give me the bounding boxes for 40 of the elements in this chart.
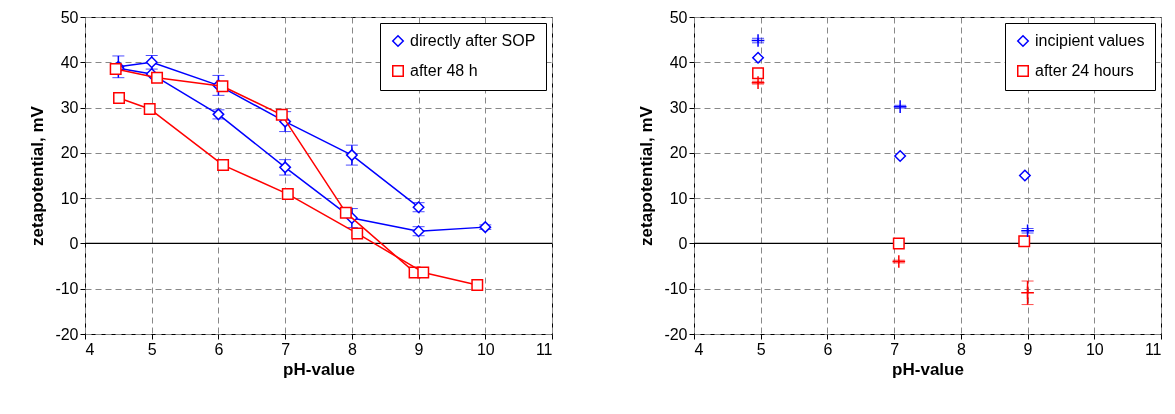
y-tick-label: -10 — [55, 280, 79, 298]
y-tick-label: 40 — [60, 53, 79, 71]
y-tick-label: 30 — [669, 99, 688, 117]
legend-label: after 24 hours — [1035, 62, 1134, 79]
y-tick-label: 0 — [69, 234, 79, 252]
x-tick-label: 5 — [147, 340, 157, 358]
x-tick-label: 11 — [535, 340, 553, 358]
y-tick-label: -20 — [55, 325, 79, 343]
y-tick-label: 20 — [669, 144, 688, 162]
y-tick-label: 10 — [60, 189, 79, 207]
y-tick-label: -10 — [664, 280, 688, 298]
x-tick-label: 9 — [414, 340, 424, 358]
x-tick-label: 7 — [281, 340, 291, 358]
x-tick-label: 11 — [1144, 340, 1162, 358]
x-axis-title: pH-value — [892, 359, 964, 379]
y-axis-title: zetapotential, mV — [637, 105, 657, 246]
x-tick-label: 10 — [1085, 340, 1104, 358]
x-tick-label: 9 — [1023, 340, 1033, 358]
x-tick-label: 10 — [476, 340, 495, 358]
x-tick-label: 4 — [85, 340, 95, 358]
x-axis-title: pH-value — [283, 359, 355, 379]
y-tick-label: 0 — [678, 234, 688, 252]
x-tick-label: 8 — [956, 340, 966, 358]
y-axis-title: zetapotential, mV — [28, 105, 48, 246]
x-tick-label: 6 — [214, 340, 224, 358]
x-tick-label: 5 — [756, 340, 766, 358]
y-tick-label: 30 — [60, 99, 79, 117]
y-tick-label: 20 — [60, 144, 79, 162]
y-tick-label: 50 — [669, 8, 688, 26]
y-tick-label: 40 — [669, 53, 688, 71]
x-tick-label: 6 — [823, 340, 833, 358]
legend-label: directly after SOP — [410, 32, 536, 49]
legend-label: after 48 h — [410, 62, 478, 79]
y-tick-label: -20 — [664, 325, 688, 343]
y-tick-label: 50 — [60, 8, 79, 26]
legend-label: incipient values — [1035, 32, 1145, 49]
y-tick-label: 10 — [669, 189, 688, 207]
x-tick-label: 8 — [347, 340, 357, 358]
x-tick-label: 4 — [694, 340, 704, 358]
x-tick-label: 7 — [890, 340, 900, 358]
